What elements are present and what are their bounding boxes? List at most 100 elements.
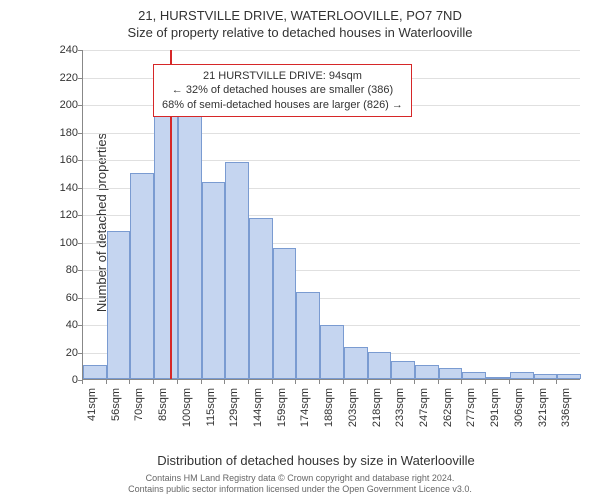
y-tick-label: 100 [48, 237, 78, 249]
histogram-bar [486, 377, 510, 379]
y-tick-mark [78, 105, 82, 106]
y-tick-label: 140 [48, 182, 78, 194]
x-tick-mark [556, 380, 557, 384]
footer-line2: Contains public sector information licen… [0, 484, 600, 496]
grid-line [83, 50, 580, 51]
y-tick-label: 240 [48, 44, 78, 56]
chart-title-description: Size of property relative to detached ho… [0, 25, 600, 40]
x-tick-label: 203sqm [347, 388, 359, 427]
x-tick-label: 291sqm [489, 388, 501, 427]
x-tick-mark [201, 380, 202, 384]
x-tick-mark [438, 380, 439, 384]
x-tick-label: 144sqm [252, 388, 264, 427]
y-tick-mark [78, 325, 82, 326]
x-tick-label: 56sqm [110, 388, 122, 421]
histogram-bar [130, 173, 154, 379]
y-tick-label: 40 [48, 319, 78, 331]
histogram-bar [273, 248, 297, 379]
histogram-bar [154, 111, 178, 379]
histogram-bar [462, 372, 486, 379]
x-tick-label: 188sqm [323, 388, 335, 427]
histogram-bar [557, 374, 581, 380]
y-tick-mark [78, 353, 82, 354]
x-tick-label: 100sqm [181, 388, 193, 427]
x-tick-mark [106, 380, 107, 384]
chart-title-address: 21, HURSTVILLE DRIVE, WATERLOOVILLE, PO7… [0, 8, 600, 23]
y-tick-mark [78, 215, 82, 216]
x-tick-mark [343, 380, 344, 384]
x-tick-label: 41sqm [86, 388, 98, 421]
histogram-bar [391, 361, 415, 379]
y-tick-label: 20 [48, 347, 78, 359]
histogram-bar [225, 162, 249, 379]
annotation-line3: 68% of semi-detached houses are larger (… [162, 98, 403, 112]
x-tick-mark [509, 380, 510, 384]
annotation-box: 21 HURSTVILLE DRIVE: 94sqm ← 32% of deta… [153, 64, 412, 117]
chart-area: Number of detached properties 21 HURSTVI… [52, 50, 580, 410]
x-tick-label: 129sqm [228, 388, 240, 427]
x-tick-label: 247sqm [418, 388, 430, 427]
x-tick-mark [461, 380, 462, 384]
y-tick-label: 180 [48, 127, 78, 139]
histogram-bar [510, 372, 534, 379]
footer-attribution: Contains HM Land Registry data © Crown c… [0, 473, 600, 496]
histogram-bar [83, 365, 107, 379]
x-tick-mark [295, 380, 296, 384]
x-tick-label: 174sqm [299, 388, 311, 427]
x-tick-mark [367, 380, 368, 384]
x-tick-label: 85sqm [157, 388, 169, 421]
histogram-bar [202, 182, 226, 379]
y-tick-mark [78, 78, 82, 79]
x-tick-mark [82, 380, 83, 384]
x-tick-label: 70sqm [133, 388, 145, 421]
y-tick-mark [78, 160, 82, 161]
x-tick-label: 336sqm [560, 388, 572, 427]
x-tick-label: 262sqm [442, 388, 454, 427]
histogram-bar [439, 368, 463, 379]
histogram-bar [415, 365, 439, 379]
x-tick-label: 321sqm [537, 388, 549, 427]
y-tick-mark [78, 133, 82, 134]
x-axis-label: Distribution of detached houses by size … [157, 453, 474, 468]
x-tick-mark [248, 380, 249, 384]
y-tick-mark [78, 298, 82, 299]
y-tick-mark [78, 270, 82, 271]
annotation-line1: 21 HURSTVILLE DRIVE: 94sqm [162, 69, 403, 83]
x-tick-mark [533, 380, 534, 384]
y-tick-mark [78, 50, 82, 51]
histogram-bar [296, 292, 320, 379]
y-tick-label: 60 [48, 292, 78, 304]
x-tick-mark [319, 380, 320, 384]
x-tick-mark [414, 380, 415, 384]
y-tick-label: 120 [48, 209, 78, 221]
annotation-line2: ← 32% of detached houses are smaller (38… [162, 83, 403, 97]
y-tick-mark [78, 188, 82, 189]
x-tick-label: 115sqm [205, 388, 217, 426]
y-tick-label: 80 [48, 264, 78, 276]
histogram-bar [368, 352, 392, 380]
histogram-bar [534, 374, 558, 380]
x-tick-label: 306sqm [513, 388, 525, 427]
histogram-bar [320, 325, 344, 379]
histogram-bar [344, 347, 368, 379]
y-tick-label: 160 [48, 154, 78, 166]
y-tick-label: 220 [48, 72, 78, 84]
y-tick-label: 0 [48, 374, 78, 386]
histogram-bar [107, 231, 131, 380]
x-tick-mark [153, 380, 154, 384]
footer-line1: Contains HM Land Registry data © Crown c… [0, 473, 600, 485]
x-tick-mark [129, 380, 130, 384]
y-tick-label: 200 [48, 99, 78, 111]
x-tick-mark [485, 380, 486, 384]
x-tick-label: 277sqm [465, 388, 477, 427]
x-tick-mark [272, 380, 273, 384]
histogram-bar [178, 108, 202, 379]
y-tick-mark [78, 243, 82, 244]
x-tick-label: 233sqm [394, 388, 406, 427]
histogram-bar [249, 218, 273, 379]
x-tick-label: 218sqm [371, 388, 383, 427]
x-tick-mark [224, 380, 225, 384]
plot-area: 21 HURSTVILLE DRIVE: 94sqm ← 32% of deta… [82, 50, 580, 380]
x-tick-mark [177, 380, 178, 384]
x-tick-label: 159sqm [276, 388, 288, 427]
